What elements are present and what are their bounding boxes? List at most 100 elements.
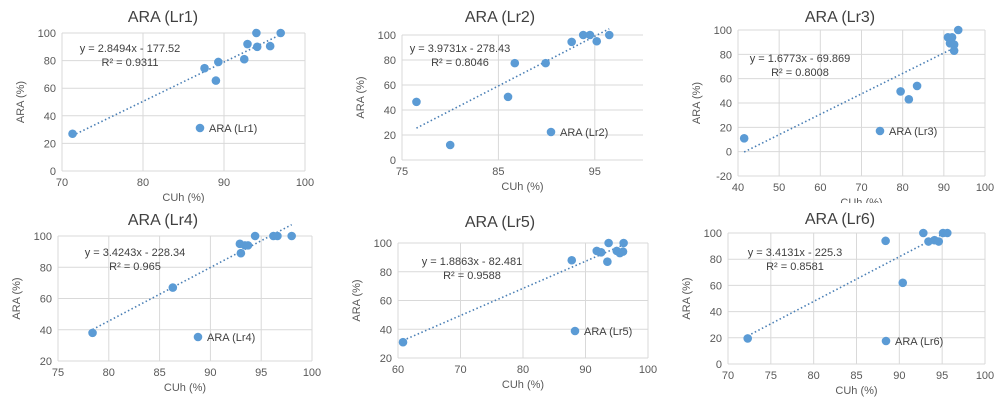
x-tick-label: 80 [897, 182, 909, 194]
x-tick-label: 95 [255, 367, 267, 379]
data-point [273, 231, 282, 241]
x-tick-label: 90 [893, 370, 905, 382]
chart-5: 20 40 60 80 100 60 70 80 90 100 ARA (Lr5) CUh (%) AR… [351, 214, 657, 391]
trendline-equation: y = 1.8863x - 82.481 [422, 256, 523, 268]
x-axis-title: CUh (%) [835, 385, 877, 397]
data-point [252, 28, 261, 38]
data-point [265, 41, 275, 51]
x-tick-label: 95 [589, 166, 601, 178]
r-squared-label: R² = 0.8008 [771, 67, 829, 79]
x-tick-label: 75 [765, 370, 777, 382]
x-tick-label: 85 [492, 166, 504, 178]
trendline-equation: y = 3.4131x - 225.3 [748, 247, 842, 259]
trendline-equation: y = 3.4243x - 228.34 [85, 247, 186, 259]
x-tick-label: 100 [639, 364, 657, 376]
y-tick-label: 100 [374, 238, 392, 250]
y-axis-title: ARA (%) [355, 76, 367, 118]
data-point [567, 255, 577, 265]
chart-2: 0 20 40 60 80 100 75 85 95 ARA (Lr2) CUh (%) ARA (%… [355, 9, 643, 193]
legend-marker [881, 336, 891, 346]
data-point [412, 97, 421, 107]
r-squared-label: R² = 0.9311 [102, 57, 159, 69]
trendline-equation: y = 2.8494x - 177.52 [80, 43, 181, 55]
data-point [934, 237, 944, 246]
y-tick-label: 20 [384, 130, 396, 142]
data-point [236, 248, 246, 258]
x-tick-label: 85 [153, 367, 165, 379]
x-tick-label: 80 [137, 177, 149, 189]
legend-label: ARA (Lr1) [209, 123, 257, 135]
chart-4: 20 40 60 80 100 75 80 85 90 95 100 ARA (Lr4) CUh (%)… [11, 212, 321, 394]
data-point [596, 248, 606, 257]
y-tick-label: 100 [378, 30, 396, 42]
y-tick-label: 0 [716, 359, 722, 371]
x-tick-label: 40 [732, 182, 744, 194]
data-point [739, 133, 749, 143]
trendline [416, 28, 610, 129]
chart-title: ARA (Lr6) [805, 211, 875, 228]
y-tick-label: 60 [384, 80, 396, 92]
trendline-equation: y = 1.6773x - 69.869 [750, 53, 851, 65]
y-axis-title: ARA (%) [15, 81, 27, 123]
data-point [604, 30, 614, 40]
x-tick-label: 70 [722, 370, 734, 382]
x-axis-title: CUh (%) [164, 382, 206, 394]
y-tick-label: 0 [50, 166, 56, 178]
data-point [250, 231, 260, 241]
y-tick-label: 60 [40, 294, 52, 306]
data-point [947, 33, 957, 42]
x-tick-label: 70 [56, 177, 68, 189]
legend-label: ARA (Lr6) [895, 336, 943, 348]
y-tick-label: -20 [716, 171, 732, 183]
data-point [68, 129, 77, 139]
data-point [953, 25, 963, 35]
data-point [510, 58, 520, 68]
data-point [243, 39, 252, 49]
trendline [72, 33, 282, 137]
data-point [949, 40, 959, 49]
data-point [239, 54, 249, 64]
y-tick-label: 20 [710, 333, 722, 345]
r-squared-label: R² = 0.8046 [431, 57, 489, 69]
data-point [881, 236, 890, 246]
x-tick-label: 60 [814, 182, 826, 194]
y-axis-title: ARA (%) [351, 279, 363, 321]
y-tick-label: 60 [380, 296, 392, 308]
y-tick-label: 100 [704, 228, 722, 240]
y-tick-label: 40 [40, 325, 52, 337]
data-point [398, 337, 408, 347]
legend-marker [195, 123, 205, 133]
y-tick-label: 80 [384, 55, 396, 67]
data-point [445, 140, 455, 150]
x-tick-label: 85 [850, 370, 862, 382]
data-point [276, 28, 286, 38]
y-tick-label: 80 [720, 49, 732, 61]
trendline [92, 223, 293, 331]
r-squared-label: R² = 0.965 [109, 261, 161, 273]
x-tick-label: 75 [396, 166, 408, 178]
y-tick-label: 80 [380, 267, 392, 279]
chart-3: -20 0 20 40 60 80 100 40 50 60 70 80 90 100 ARA (Lr3) C… [691, 9, 994, 203]
y-tick-label: 40 [720, 98, 732, 110]
trendline [402, 244, 624, 342]
data-point [168, 283, 178, 292]
data-point [88, 328, 97, 338]
chart-6: 0 20 40 60 80 100 70 75 80 85 90 95 100 ARA (Lr6) CUh … [681, 211, 994, 397]
y-tick-label: 20 [380, 353, 392, 365]
x-tick-label: 80 [517, 364, 529, 376]
data-point [214, 57, 223, 67]
x-tick-label: 90 [938, 182, 950, 194]
y-tick-label: 80 [40, 262, 52, 274]
data-point [585, 30, 595, 40]
x-axis-title: CUh (%) [502, 379, 544, 391]
data-point [904, 95, 914, 104]
y-tick-label: 60 [710, 280, 722, 292]
y-tick-label: 40 [380, 324, 392, 336]
x-tick-label: 70 [855, 182, 867, 194]
data-point [592, 36, 602, 46]
data-point [743, 334, 753, 343]
data-point [604, 238, 613, 248]
y-tick-label: 20 [44, 138, 56, 150]
x-tick-label: 70 [454, 364, 466, 376]
r-squared-label: R² = 0.9588 [443, 270, 501, 282]
